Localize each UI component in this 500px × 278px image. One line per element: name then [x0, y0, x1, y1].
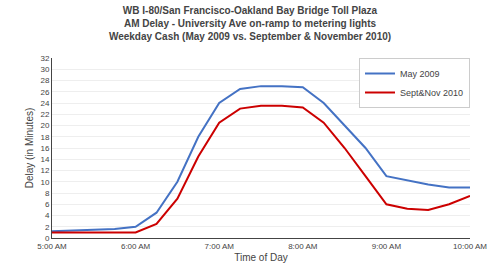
- svg-text:4: 4: [45, 211, 50, 220]
- svg-text:22: 22: [40, 110, 49, 119]
- svg-text:Sept&Nov 2010: Sept&Nov 2010: [400, 88, 463, 98]
- svg-text:8: 8: [45, 189, 50, 198]
- svg-text:16: 16: [40, 144, 49, 153]
- svg-text:28: 28: [40, 76, 49, 85]
- svg-text:12: 12: [40, 166, 49, 175]
- svg-text:6: 6: [45, 200, 50, 209]
- svg-text:30: 30: [40, 65, 49, 74]
- svg-text:9:00 AM: 9:00 AM: [372, 242, 402, 251]
- svg-text:14: 14: [40, 155, 49, 164]
- svg-text:20: 20: [40, 121, 49, 130]
- svg-text:May 2009: May 2009: [400, 69, 440, 79]
- svg-text:Time of Day: Time of Day: [234, 252, 288, 263]
- svg-text:18: 18: [40, 133, 49, 142]
- svg-text:10:00 AM: 10:00 AM: [453, 242, 487, 251]
- svg-text:32: 32: [40, 54, 49, 63]
- svg-text:6:00 AM: 6:00 AM: [121, 242, 151, 251]
- svg-text:5:00 AM: 5:00 AM: [37, 242, 67, 251]
- svg-text:26: 26: [40, 88, 49, 97]
- svg-text:8:00 AM: 8:00 AM: [288, 242, 318, 251]
- svg-text:2: 2: [45, 223, 50, 232]
- svg-text:Delay (in Minutes): Delay (in Minutes): [24, 108, 35, 189]
- svg-text:24: 24: [40, 99, 49, 108]
- svg-text:0: 0: [45, 234, 50, 243]
- svg-text:7:00 AM: 7:00 AM: [205, 242, 235, 251]
- svg-text:WB I-80/San Francisco-Oakland: WB I-80/San Francisco-Oakland Bay Bridge…: [109, 5, 391, 42]
- svg-text:10: 10: [40, 178, 49, 187]
